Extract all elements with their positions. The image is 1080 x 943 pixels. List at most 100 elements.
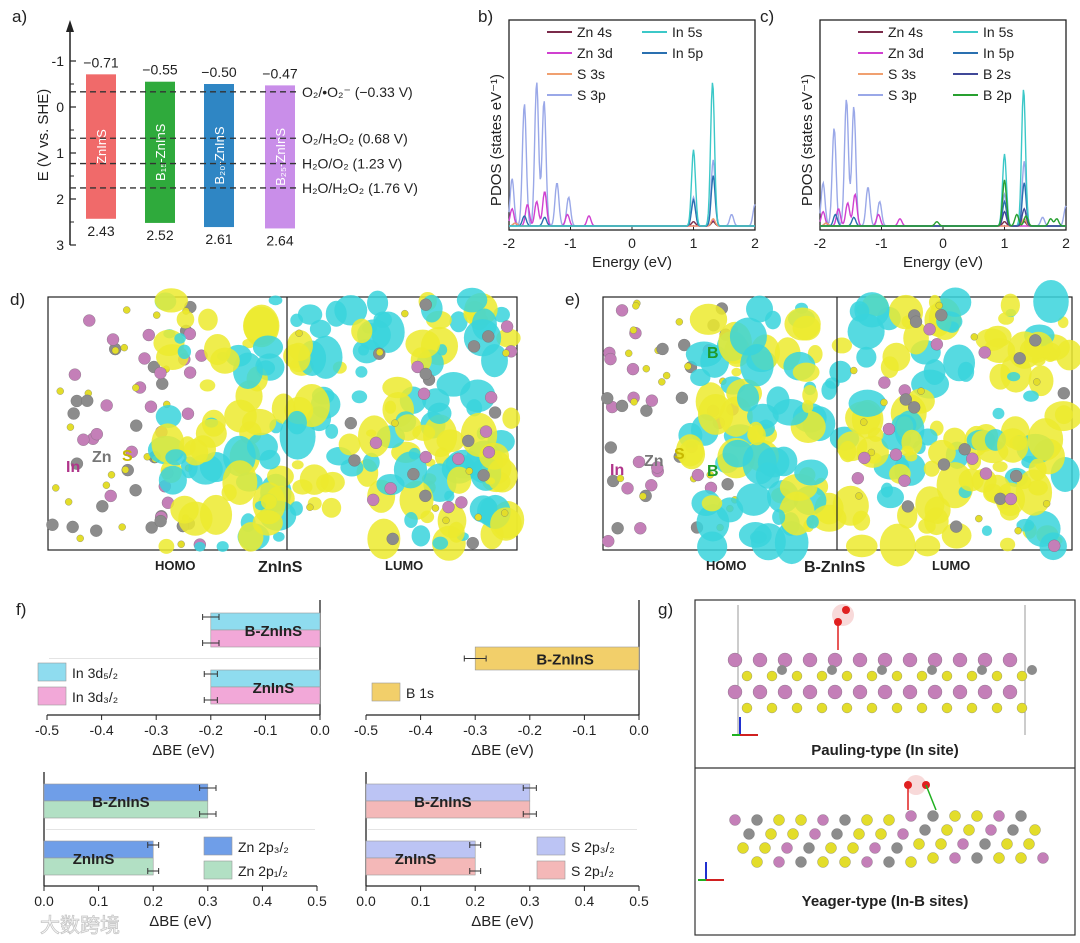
isosurface-negative (939, 287, 972, 317)
isosurface-positive (802, 384, 818, 405)
indium-atom (1048, 539, 1061, 552)
zinc-atom (70, 457, 84, 470)
isosurface-negative (690, 368, 711, 387)
panel-label-a: a) (12, 7, 27, 26)
isosurface-positive (198, 308, 218, 331)
sulfur-atom (132, 384, 140, 392)
lattice-atom (839, 814, 851, 826)
sulfur-atom (891, 702, 903, 714)
sulfur-atom (941, 670, 953, 682)
lattice-atom (919, 824, 931, 836)
zinc-atom (477, 469, 490, 482)
isosurface-negative (297, 304, 323, 325)
indium-atom (183, 327, 197, 341)
legend-label: B 2p (983, 87, 1012, 103)
legend-label: Zn 3d (888, 45, 924, 61)
indium-atom (902, 652, 918, 668)
isosurface-positive (678, 439, 706, 470)
zinc-atom (927, 665, 937, 675)
x-axis-label: ΔBE (eV) (149, 913, 212, 930)
zinc-atom (462, 434, 475, 448)
isosurface-positive (831, 337, 853, 354)
zinc-atom (66, 520, 79, 534)
isosurface-negative (259, 449, 281, 470)
indium-atom (878, 376, 891, 389)
lattice-atom (949, 852, 961, 864)
zinc-atom (466, 536, 479, 550)
x-tick-label: 0.3 (520, 893, 540, 909)
indium-atom (877, 652, 893, 668)
isosurface-negative (854, 292, 890, 328)
sulfur-atom (56, 387, 64, 395)
isosurface-positive (984, 325, 1012, 348)
isosurface-positive (447, 466, 472, 494)
x-tick-label: 0.1 (89, 893, 109, 909)
sulfur-atom (107, 471, 116, 479)
indium-atom (877, 684, 893, 700)
yeager-caption: Yeager-type (In-B sites) (802, 893, 969, 910)
lattice-atom (1015, 810, 1027, 822)
isosurface-positive (291, 460, 304, 470)
isosurface-negative (194, 541, 206, 552)
band-bar-label: B₂₀-ZnInS (212, 126, 227, 184)
isosurface-negative (943, 344, 976, 382)
isosurface-positive (170, 495, 199, 524)
indium-atom (852, 684, 868, 700)
lattice-atom (861, 856, 873, 868)
indium-atom (1002, 652, 1018, 668)
zinc-atom (656, 342, 669, 356)
indium-atom (604, 352, 617, 366)
sulfur-atom (866, 702, 878, 714)
isosurface-negative (716, 497, 744, 523)
lattice-atom (927, 852, 939, 864)
legend-label: In 3d₃/₂ (72, 689, 118, 705)
indium-atom (752, 684, 768, 700)
isosurface-negative (449, 311, 468, 333)
isosurface-positive (1028, 365, 1054, 397)
zinc-atom (1029, 334, 1042, 347)
isosurface-positive (420, 510, 435, 524)
isosurface-negative (821, 380, 837, 400)
isosurface-negative (876, 486, 905, 509)
isosurface-negative (216, 541, 229, 552)
lattice-atom (905, 856, 917, 868)
isosurface-negative (794, 459, 829, 486)
zinc-atom (482, 330, 495, 343)
indium-atom (479, 425, 493, 438)
sulfur-atom (630, 398, 638, 406)
lattice-atom (853, 828, 865, 840)
isosurface-positive (914, 535, 941, 557)
lattice-atom (729, 814, 741, 826)
zinc-atom (640, 404, 653, 417)
x-tick-label: -0.2 (199, 722, 223, 738)
isosurface-positive (997, 428, 1029, 463)
x-axis-label: ΔBE (eV) (152, 742, 215, 759)
isosurface-negative (1023, 390, 1039, 402)
zinc-atom (777, 665, 787, 675)
zinc-atom (129, 484, 142, 497)
sulfur-atom (917, 387, 925, 395)
lattice-atom (941, 824, 953, 836)
zinc-atom (1010, 469, 1023, 483)
bar-group-label: B-ZnInS (536, 652, 594, 669)
isosurface-positive (320, 471, 345, 493)
isosurface-positive (999, 537, 1016, 552)
indium-atom (691, 468, 705, 482)
sulfur-atom (431, 504, 440, 512)
isosurface-negative (351, 390, 368, 404)
x-tick-label: -1 (564, 235, 577, 251)
sulfur-atom (855, 492, 863, 500)
isosurface-negative (992, 407, 1005, 420)
legend-label: S 3p (577, 87, 606, 103)
sulfur-atom (123, 306, 131, 314)
isosurface-negative (697, 531, 728, 563)
vb-value-label: 2.61 (205, 231, 232, 247)
indium-atom (752, 652, 768, 668)
x-tick-label: 0 (939, 235, 947, 251)
lattice-atom (963, 824, 975, 836)
sulfur-atom (616, 474, 625, 483)
zinc-atom (611, 522, 624, 535)
lattice-atom (817, 856, 829, 868)
orbital-render-b-zninS: In Zn S B B HOMO B-ZnInS LUMO (601, 280, 1080, 576)
pdos-chart-b-zninS: -2 -1 0 1 2 Energy (eV) PDOS (states eV⁻¹) Zn 4… (799, 19, 1070, 271)
